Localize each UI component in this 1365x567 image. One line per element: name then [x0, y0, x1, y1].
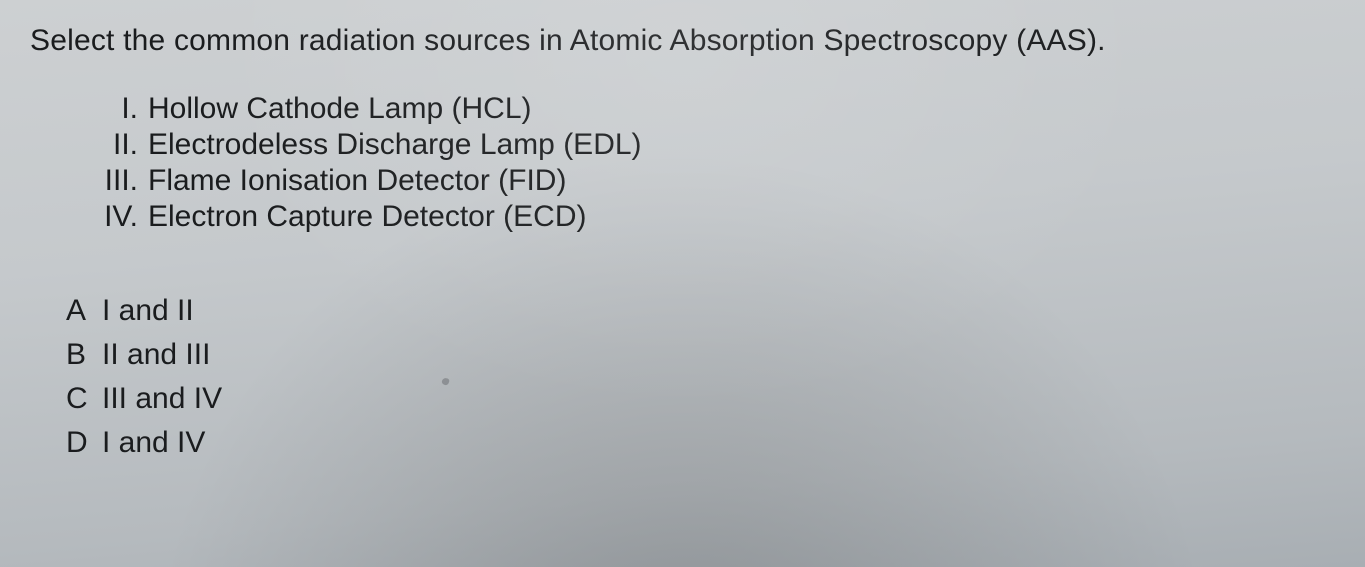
option-d[interactable]: D I and IV: [66, 426, 1335, 460]
option-c[interactable]: C III and IV: [66, 382, 1335, 416]
option-text: II and III: [102, 338, 210, 372]
option-letter: D: [66, 426, 102, 460]
question-stem: Select the common radiation sources in A…: [30, 24, 1335, 58]
option-b[interactable]: B II and III: [66, 338, 1335, 372]
option-text: III and IV: [102, 382, 222, 416]
roman-numeral: II.: [80, 128, 148, 162]
roman-text: Electrodeless Discharge Lamp (EDL): [148, 128, 642, 162]
roman-text: Flame Ionisation Detector (FID): [148, 164, 566, 198]
option-a[interactable]: A I and II: [66, 294, 1335, 328]
roman-text: Electron Capture Detector (ECD): [148, 200, 587, 234]
list-item: III. Flame Ionisation Detector (FID): [80, 164, 1335, 198]
answer-options: A I and II B II and III C III and IV D I…: [66, 294, 1335, 460]
option-letter: C: [66, 382, 102, 416]
roman-numeral: I.: [80, 92, 148, 126]
option-text: I and IV: [102, 426, 205, 460]
option-letter: A: [66, 294, 102, 328]
list-item: I. Hollow Cathode Lamp (HCL): [80, 92, 1335, 126]
roman-text: Hollow Cathode Lamp (HCL): [148, 92, 532, 126]
list-item: IV. Electron Capture Detector (ECD): [80, 200, 1335, 234]
roman-numeral-list: I. Hollow Cathode Lamp (HCL) II. Electro…: [80, 92, 1335, 234]
roman-numeral: III.: [80, 164, 148, 198]
option-text: I and II: [102, 294, 194, 328]
roman-numeral: IV.: [80, 200, 148, 234]
list-item: II. Electrodeless Discharge Lamp (EDL): [80, 128, 1335, 162]
option-letter: B: [66, 338, 102, 372]
question-page: Select the common radiation sources in A…: [0, 0, 1365, 490]
